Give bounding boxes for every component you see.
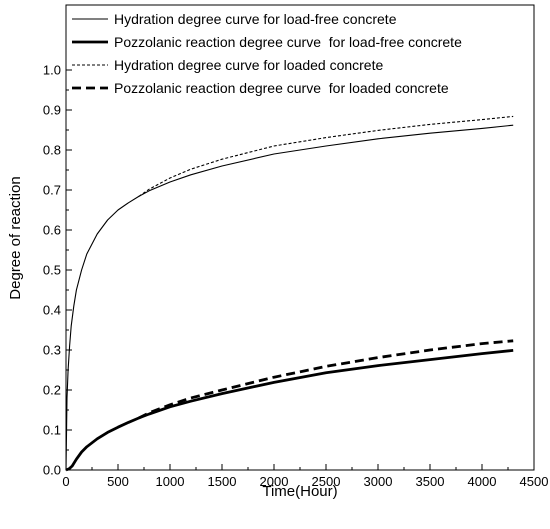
x-tick-label: 3500 (416, 474, 445, 489)
y-tick-label: 0.2 (43, 383, 61, 398)
y-tick-label: 0.7 (43, 183, 61, 198)
y-axis: 0.0 0.1 0.2 0.3 0.4 0.5 0.6 0.7 0.8 0.9 1.0 (43, 63, 72, 478)
x-tick-label: 3000 (364, 474, 393, 489)
y-tick-label: 0.9 (43, 103, 61, 118)
x-tick-label: 2000 (260, 474, 289, 489)
y-tick-label: 1.0 (43, 63, 61, 78)
series-line-2 (65, 349, 514, 472)
x-tick-label: 500 (107, 474, 129, 489)
x-axis-title: Time(Hour) (262, 483, 337, 500)
x-tick-label: 4500 (520, 474, 549, 489)
legend-label-1: Hydration degree curve for load-free con… (114, 11, 397, 27)
y-tick-label: 0.8 (43, 143, 61, 158)
x-tick-label: 0 (62, 474, 69, 489)
x-axis: 0 500 1000 1500 2000 2500 3000 3500 4000 4500 (62, 464, 548, 489)
x-tick-label: 2500 (312, 474, 341, 489)
y-axis-title: Degree of reaction (7, 176, 24, 299)
series-line-4 (138, 339, 514, 420)
y-tick-label: 0.0 (43, 463, 61, 478)
legend-label-3: Hydration degree curve for loaded concre… (114, 57, 383, 73)
legend: Hydration degree curve for load-free con… (72, 11, 462, 96)
series-layer (65, 115, 514, 472)
x-tick-label: 1000 (156, 474, 185, 489)
y-tick-label: 0.6 (43, 223, 61, 238)
legend-label-4: Pozzolanic reaction degree curve for loa… (114, 80, 449, 96)
plot-frame (65, 4, 535, 471)
x-tick-label: 4000 (468, 474, 497, 489)
y-tick-label: 0.5 (43, 263, 61, 278)
series-line-1 (65, 124, 514, 471)
series-line-3 (138, 115, 514, 197)
y-tick-label: 0.4 (43, 303, 61, 318)
y-tick-label: 0.1 (43, 423, 61, 438)
x-tick-label: 1500 (208, 474, 237, 489)
legend-label-2: Pozzolanic reaction degree curve for loa… (114, 34, 462, 50)
y-tick-label: 0.3 (43, 343, 61, 358)
